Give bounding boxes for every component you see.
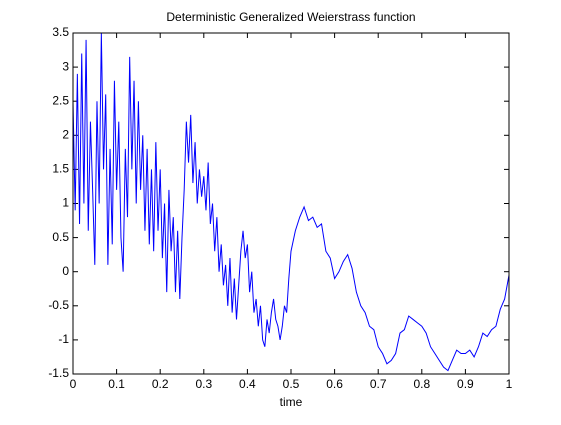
x-tick-label: 0.3: [195, 377, 212, 391]
y-tick-label: 0.5: [52, 230, 69, 244]
plot-frame: [72, 32, 510, 375]
x-tick-label: 0.7: [370, 377, 387, 391]
x-tick-label: 0.8: [413, 377, 430, 391]
y-tick-label: 1.5: [52, 162, 69, 176]
y-tick-label: -1.5: [48, 366, 69, 380]
y-tick-label: 2: [62, 127, 69, 141]
data-line: [72, 32, 510, 372]
x-tick-label: 0: [70, 377, 77, 391]
x-tick-label: 0.1: [108, 377, 125, 391]
x-tick-label: 1: [506, 377, 513, 391]
y-tick-label: 0: [62, 264, 69, 278]
y-tick-label: 3.5: [52, 25, 69, 39]
y-tick-label: 2.5: [52, 93, 69, 107]
y-tick-label: -1: [58, 332, 69, 346]
x-tick-label: 0.4: [239, 377, 256, 391]
x-tick-label: 0.9: [457, 377, 474, 391]
x-tick-label: 0.2: [152, 377, 169, 391]
y-tick-label: -0.5: [48, 298, 69, 312]
y-tick-label: 3: [62, 59, 69, 73]
chart-title: Deterministic Generalized Weierstrass fu…: [166, 10, 415, 24]
x-axis-label: time: [280, 395, 303, 409]
x-tick-label: 0.6: [326, 377, 343, 391]
x-tick-label: 0.5: [283, 377, 300, 391]
y-tick-label: 1: [62, 196, 69, 210]
